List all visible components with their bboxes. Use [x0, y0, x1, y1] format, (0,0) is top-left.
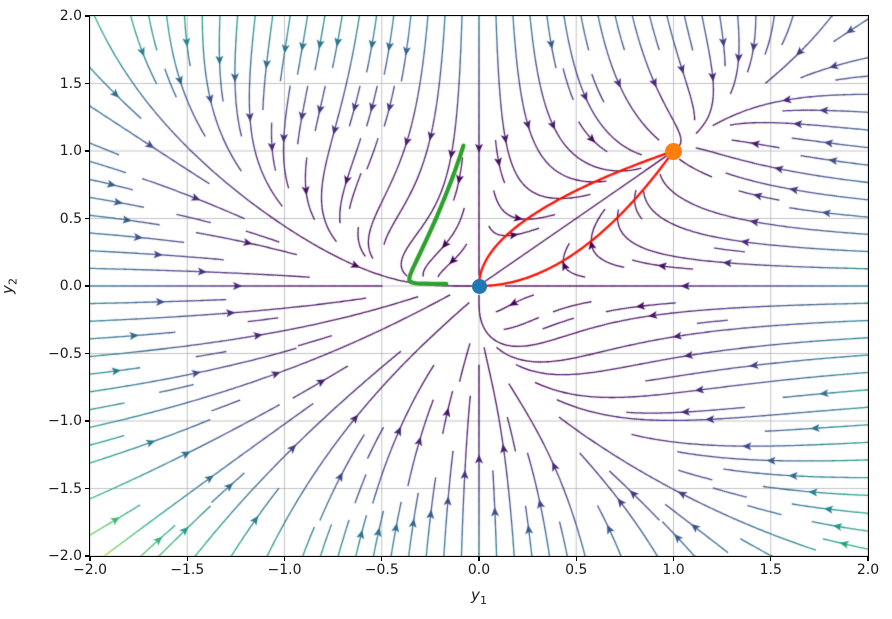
y-tick	[84, 487, 89, 490]
y-tick	[84, 285, 89, 287]
y-tick-label: −1.0	[48, 413, 82, 429]
y-axis-label-sub: 2	[6, 278, 20, 286]
x-tick-label: 1.0	[662, 562, 685, 578]
y-tick-label: −1.5	[48, 480, 82, 497]
x-tick-label: 2.0	[856, 562, 880, 578]
y-tick-label: −0.5	[48, 345, 82, 362]
fixed-point-origin	[471, 278, 487, 294]
x-axis-label: y1	[471, 586, 487, 607]
x-tick	[89, 556, 91, 561]
y-tick-label: 2.0	[59, 8, 82, 24]
x-tick	[770, 556, 772, 561]
x-tick	[283, 556, 286, 561]
y-tick	[84, 15, 89, 17]
x-tick-label: −1.5	[170, 562, 205, 578]
x-tick	[478, 556, 480, 561]
fixed-point-1-1	[665, 142, 682, 160]
y-tick	[84, 217, 89, 220]
x-tick-label: 0.5	[565, 562, 588, 578]
y-tick	[84, 555, 89, 557]
x-axis-label-var: y	[471, 586, 480, 604]
y-tick-label: 0.5	[59, 210, 82, 227]
y-tick-label: 0.0	[59, 278, 82, 294]
x-tick	[186, 556, 188, 561]
x-tick	[867, 556, 869, 561]
y-tick-label: −2.0	[48, 548, 82, 564]
x-tick-label: −1.0	[267, 562, 302, 578]
x-tick-label: 0.0	[467, 562, 491, 578]
x-tick-label: −2.0	[73, 562, 107, 578]
x-tick	[575, 556, 577, 561]
y-tick	[84, 82, 89, 85]
x-axis-label-sub: 1	[479, 594, 487, 607]
y-tick	[84, 352, 89, 355]
x-tick	[381, 556, 383, 561]
x-tick-label: −0.5	[364, 562, 399, 578]
x-tick-label: 1.5	[759, 562, 782, 578]
y-tick	[84, 420, 89, 422]
y-axis-label-var: y	[0, 285, 17, 294]
x-tick	[672, 556, 675, 561]
y-axis-label: y2	[0, 278, 19, 294]
y-tick-label: 1.0	[59, 143, 82, 159]
y-tick	[84, 150, 89, 152]
y-tick-label: 1.5	[59, 75, 82, 92]
